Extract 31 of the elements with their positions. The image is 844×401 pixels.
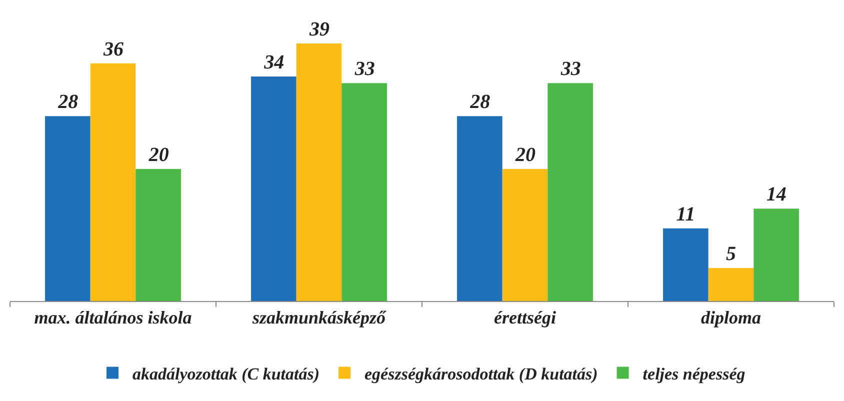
bar <box>251 76 296 301</box>
bar <box>502 168 548 301</box>
bar <box>457 116 502 301</box>
x-tick-label: szakmunkásképző <box>251 308 387 328</box>
bar <box>754 208 799 301</box>
bar <box>708 268 754 301</box>
data-label: 20 <box>514 144 536 166</box>
data-label: 28 <box>57 91 78 114</box>
data-label: 36 <box>102 38 124 60</box>
data-label: 33 <box>560 58 581 80</box>
data-label: 34 <box>263 52 284 74</box>
data-label: 39 <box>308 18 330 41</box>
data-label: 33 <box>354 58 375 80</box>
bar <box>45 116 90 301</box>
data-label: 14 <box>766 184 786 206</box>
data-label: 28 <box>469 91 490 114</box>
data-label: 20 <box>148 144 169 166</box>
bar <box>90 63 136 301</box>
x-tick-label: érettségi <box>494 308 556 328</box>
bar <box>663 228 708 301</box>
legend-label: teljes népesség <box>642 364 746 384</box>
data-label: 11 <box>676 203 696 226</box>
legend-label: egészségkárosodottak (D kutatás) <box>364 364 598 384</box>
bar <box>342 83 387 301</box>
bar <box>548 83 593 301</box>
bar <box>296 44 342 301</box>
legend-label: akadályozottak (C kutatás) <box>132 364 320 384</box>
x-tick-label: diploma <box>700 308 762 328</box>
data-label: 5 <box>726 242 736 265</box>
bar <box>136 168 181 301</box>
x-tick-label: max. általános iskola <box>34 308 192 328</box>
